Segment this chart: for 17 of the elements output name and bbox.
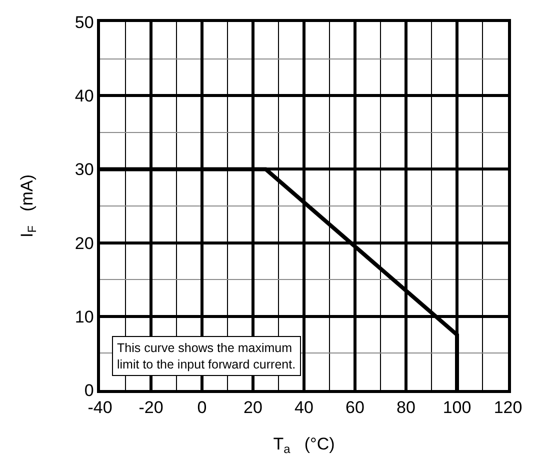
x-tick-label: -20 xyxy=(138,398,164,418)
x-tick-label: 0 xyxy=(197,398,207,418)
y-tick-label: 30 xyxy=(74,160,94,180)
x-tick-label: 20 xyxy=(244,398,262,418)
x-tick-label: 80 xyxy=(396,398,416,418)
y-tick-label: 20 xyxy=(74,234,94,253)
y-tick-label: 0 xyxy=(84,380,94,400)
x-tick-label: 120 xyxy=(494,398,522,418)
x-tick-label: -40 xyxy=(88,398,112,418)
x-tick-label: 40 xyxy=(294,398,314,418)
x-tick-label: 60 xyxy=(346,398,364,418)
y-tick-label: 50 xyxy=(74,12,94,32)
annotation: This curve shows the maximum limit to the input forward current. xyxy=(117,341,296,372)
x-axis-title: T$_{a}$ (°C) xyxy=(273,434,335,456)
y-tick-label: 10 xyxy=(74,307,94,326)
x-tick-label: 100 xyxy=(442,398,472,418)
y-tick-label: 40 xyxy=(74,86,94,106)
